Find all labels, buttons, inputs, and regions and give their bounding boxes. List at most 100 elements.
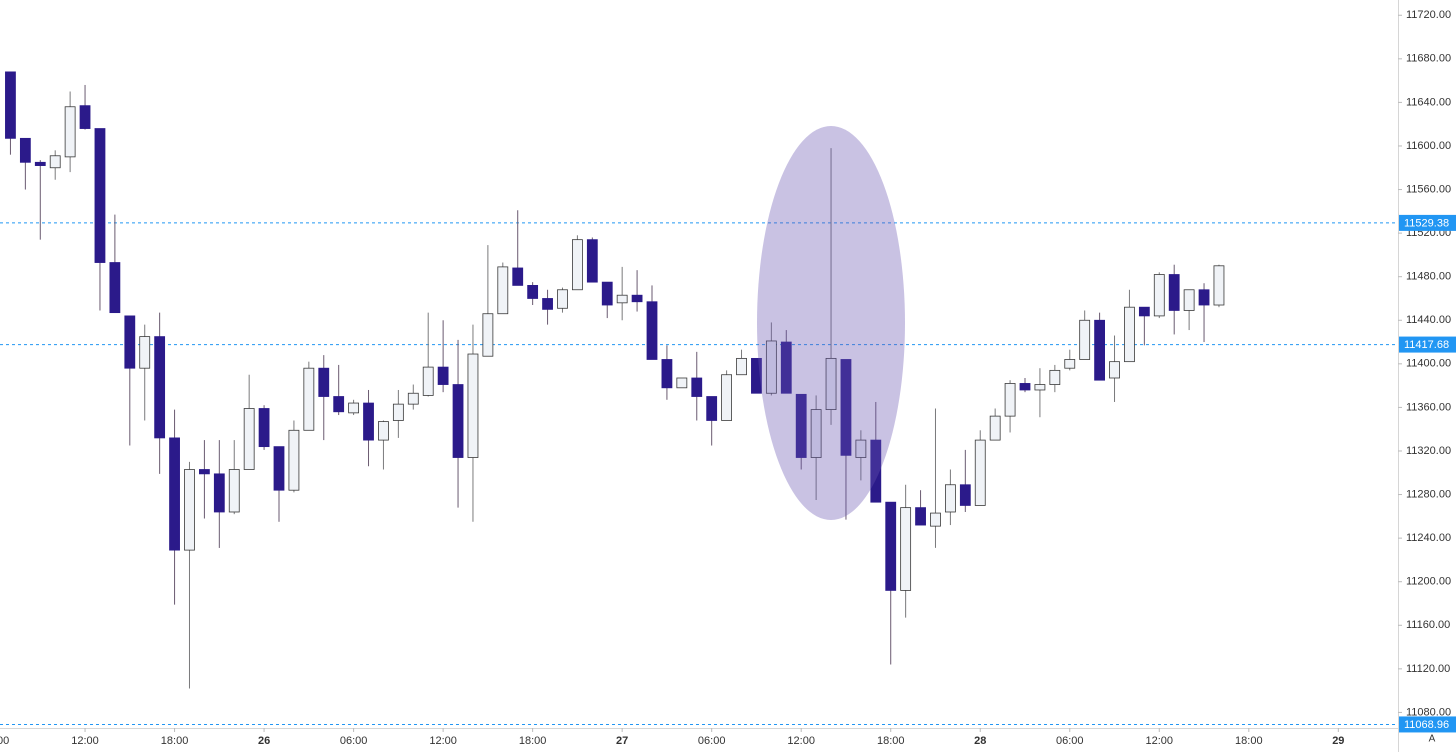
x-tick-label: 27 (616, 735, 628, 747)
x-tick-label: 06:00 (340, 735, 368, 747)
candle-body-up (930, 512, 941, 527)
candle-body-down (169, 437, 180, 551)
candle-body-down (1019, 383, 1031, 391)
candle-body-down (79, 105, 91, 129)
x-axis-bg (0, 728, 1456, 752)
y-tick-label: 11720.00 (1406, 9, 1451, 21)
price-tag-label: 11417.68 (1404, 339, 1449, 351)
y-tick-label: 11320.00 (1406, 445, 1451, 457)
candle-body-down (527, 285, 539, 299)
x-tick-label: 18:00 (519, 735, 547, 747)
candle-body-up (64, 106, 76, 158)
candle-body-up (855, 439, 867, 458)
x-tick-label: 26 (258, 735, 270, 747)
candle-body-up (989, 415, 1001, 441)
candle-body-up (825, 357, 837, 410)
y-tick-label: 11280.00 (1406, 488, 1451, 500)
candle-body-down (109, 262, 121, 314)
x-tick-label: 06:00 (1056, 735, 1084, 747)
candle-body-down (1198, 289, 1210, 306)
candle-body-up (228, 469, 240, 513)
candle-body-down (915, 507, 926, 526)
x-tick-label: 28 (974, 735, 986, 747)
candle-body-up (139, 336, 151, 369)
candle-body-up (572, 239, 583, 291)
candle-body-up (945, 484, 956, 513)
candle-body-down (885, 501, 897, 591)
candle-body-up (497, 266, 509, 315)
candle-body-up (557, 289, 568, 309)
candle-body-down (1168, 274, 1180, 311)
candle-body-up (1183, 289, 1195, 311)
candle-body-up (1064, 359, 1076, 369)
y-tick-label: 11560.00 (1406, 183, 1451, 195)
candle-body-down (34, 161, 46, 166)
x-tick-label: 06:00 (0, 735, 9, 747)
candle-body-up (1109, 361, 1120, 379)
candle-body-down (94, 128, 106, 263)
candle-body-up (1213, 265, 1225, 306)
price-tag (1399, 336, 1456, 353)
candle-body-down (586, 239, 598, 283)
candle-body-down (795, 393, 807, 458)
y-tick-label: 11240.00 (1406, 532, 1451, 544)
candle-body-down (646, 301, 658, 360)
candle-body-up (1124, 306, 1135, 363)
candle-body-down (452, 384, 464, 458)
candle-body-up (1049, 369, 1061, 385)
x-tick-label: 18:00 (161, 735, 189, 747)
candle-body-down (333, 396, 345, 413)
candle-body-up (974, 439, 986, 506)
candle-body-up (482, 313, 494, 357)
plot-area (0, 71, 1398, 725)
x-tick-label: 29 (1332, 735, 1344, 747)
candle-body-down (706, 396, 718, 421)
candle-body-down (363, 402, 374, 441)
candle-body-up (736, 357, 747, 376)
y-tick-label: 11480.00 (1406, 271, 1451, 283)
y-tick-label: 11160.00 (1406, 619, 1450, 631)
candle-body-down (213, 473, 225, 513)
candle-body-down (124, 315, 136, 369)
candle-body-up (900, 507, 912, 591)
y-axis-bg (1398, 0, 1456, 752)
candle-body-up (378, 421, 389, 441)
y-tick-label: 11640.00 (1406, 96, 1451, 108)
y-tick-label: 11680.00 (1406, 53, 1451, 65)
candle-body-down (19, 137, 31, 163)
auto-scale-button[interactable]: A (1429, 734, 1436, 745)
candle-body-up (1079, 319, 1091, 360)
x-tick-label: 12:00 (429, 735, 457, 747)
candle-body-up (407, 392, 419, 405)
candle-body-up (303, 367, 315, 431)
y-tick-label: 11600.00 (1406, 140, 1451, 152)
candle-body-down (661, 359, 673, 389)
candle-body-up (348, 402, 360, 414)
candle-body-up (422, 366, 434, 396)
candle-body-down (780, 341, 792, 394)
candle-body-down (542, 298, 553, 310)
y-tick-label: 11400.00 (1406, 358, 1451, 370)
candle-body-up (765, 340, 777, 394)
y-tick-label: 11200.00 (1406, 576, 1451, 588)
x-tick-label: 06:00 (698, 735, 726, 747)
candle-body-up (392, 403, 404, 421)
candle-body-down (840, 359, 852, 456)
candle-body-down (631, 294, 643, 303)
candle-body-down (154, 336, 166, 439)
candle-body-down (959, 484, 971, 506)
candle-body-down (751, 357, 762, 394)
candle-body-down (1138, 306, 1150, 317)
candle-body-up (288, 429, 300, 491)
candle-body-down (512, 267, 524, 286)
y-tick-label: 11120.00 (1406, 663, 1450, 675)
candle-body-up (1153, 274, 1165, 317)
x-tick-label: 18:00 (1235, 735, 1263, 747)
candle-body-down (870, 439, 882, 503)
candle-body-down (691, 377, 703, 397)
x-tick-label: 18:00 (877, 735, 905, 747)
candle-body-down (318, 367, 330, 397)
candle-body-down (273, 446, 285, 491)
candle-body-up (184, 469, 195, 551)
